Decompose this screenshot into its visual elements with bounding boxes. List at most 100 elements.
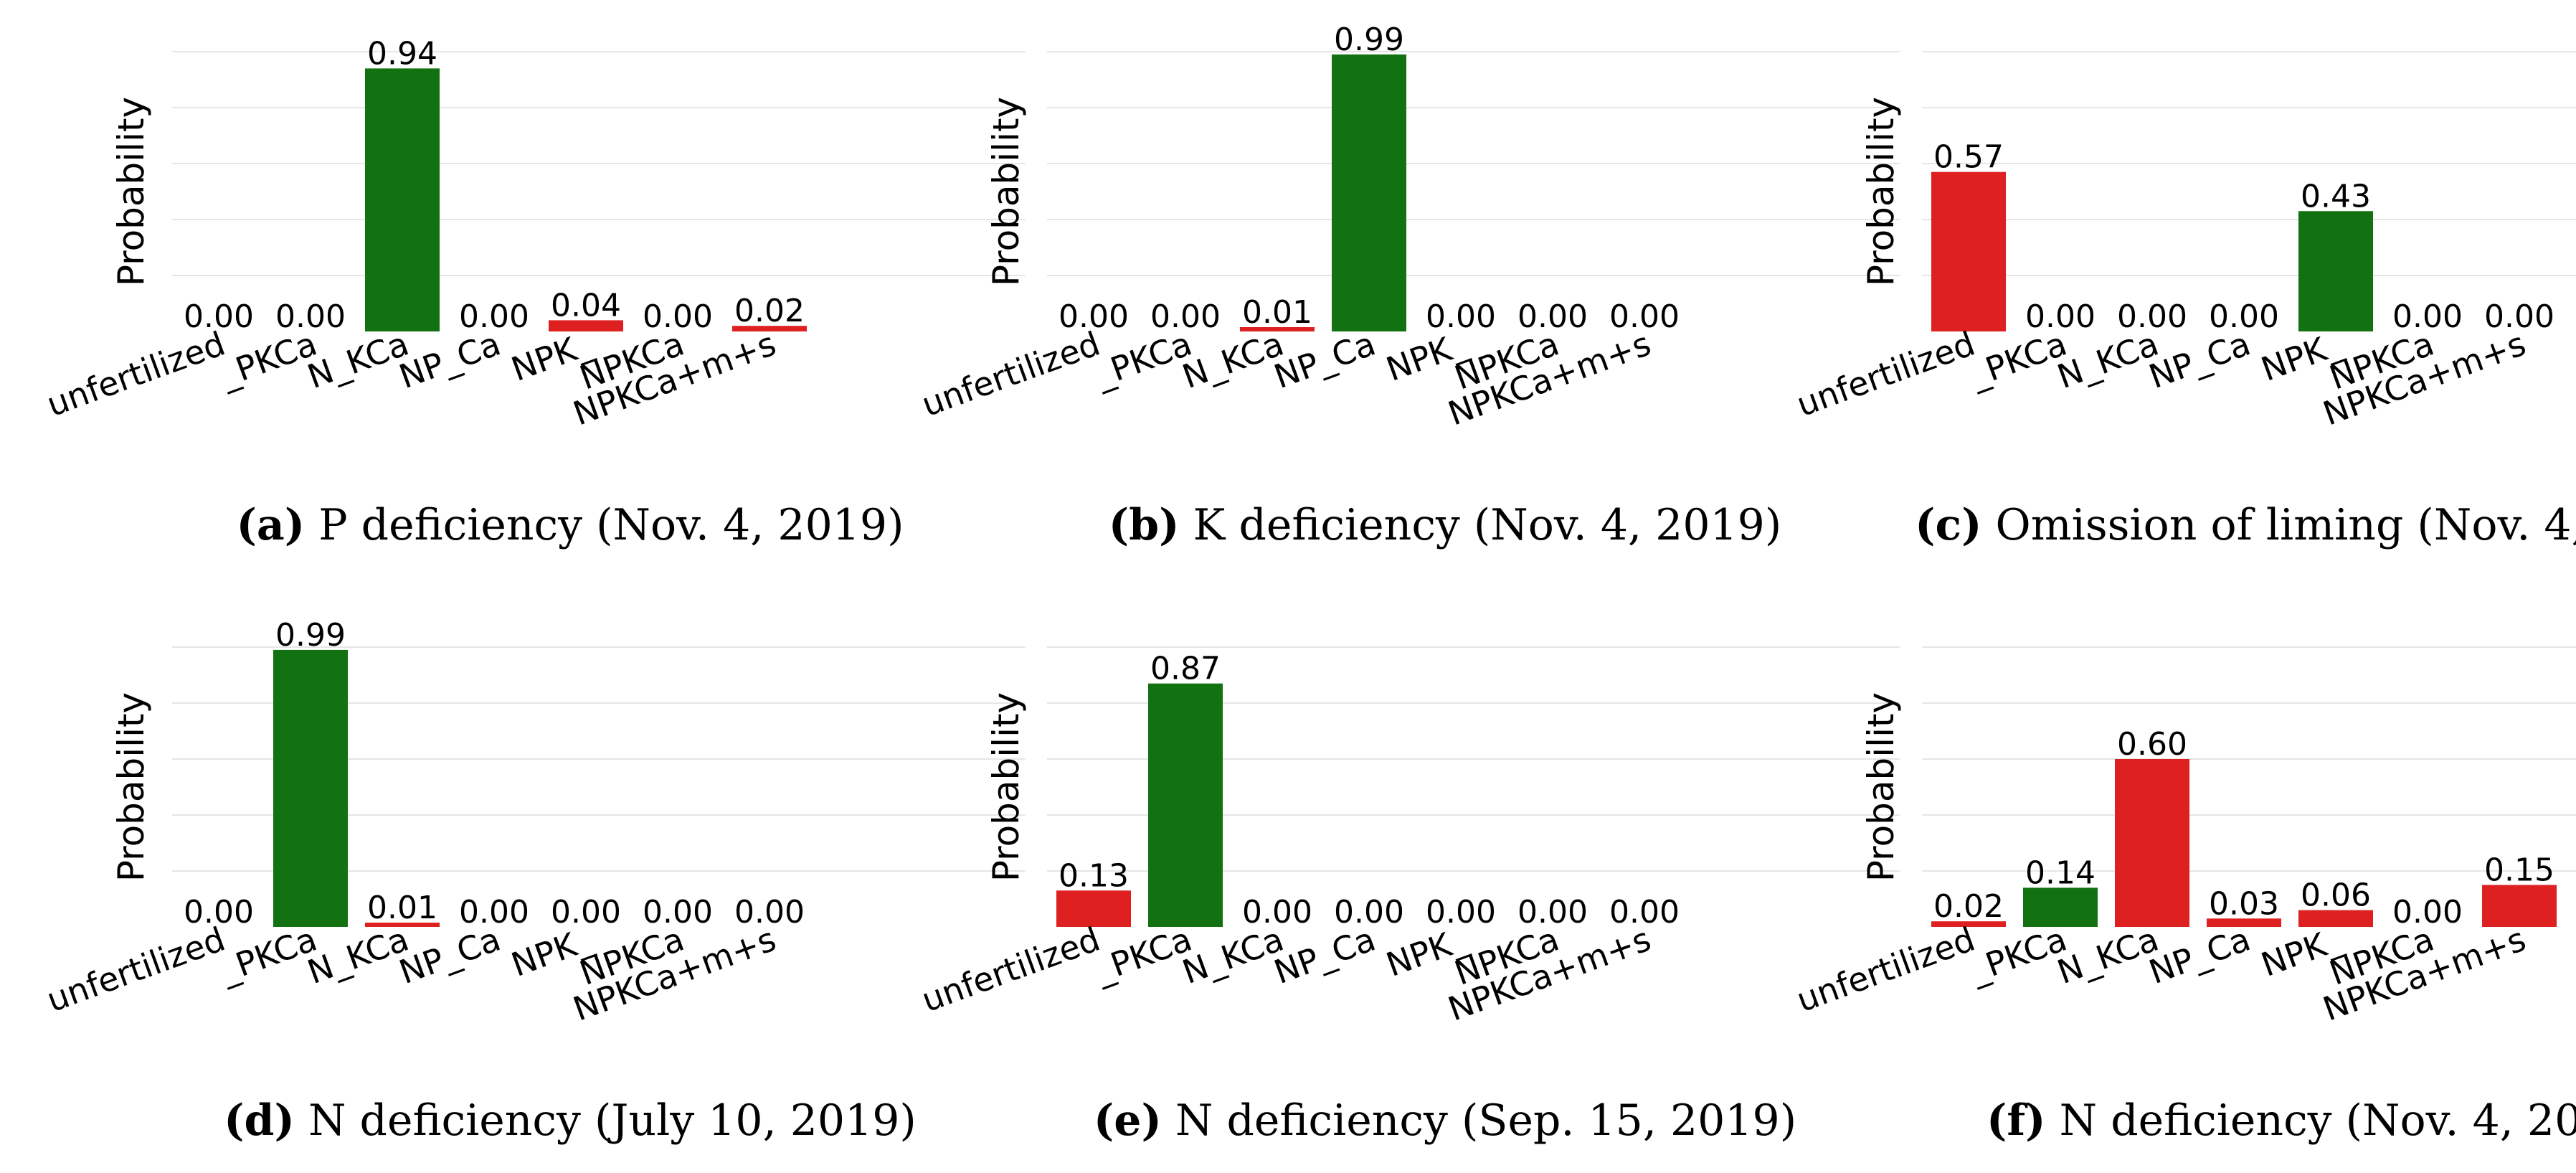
caption-label: (d) — [224, 1096, 295, 1146]
bar-unfertilized — [1931, 921, 2006, 927]
data-label: 0.00 — [2025, 298, 2096, 335]
y-axis-label: Probability — [1860, 692, 1902, 882]
data-label: 0.00 — [643, 894, 713, 931]
data-label: 0.00 — [643, 298, 713, 335]
bar-NPK_ — [2298, 910, 2373, 927]
data-label: 0.00 — [1609, 298, 1680, 335]
x-tick-label: unfertilized — [42, 920, 230, 1020]
bar-N_KCa — [2115, 759, 2189, 927]
chart-caption: (f) N deficiency (Nov. 4, 2019) — [1987, 1096, 2576, 1146]
bar-unfertilized — [1931, 171, 2006, 331]
data-label: 0.01 — [367, 890, 437, 926]
data-label: 0.60 — [2117, 726, 2187, 763]
data-label: 0.87 — [1150, 651, 1221, 687]
bar-NP_Ca — [1332, 54, 1406, 332]
x-tick-label: NP_Ca — [2144, 920, 2255, 991]
data-label: 0.00 — [1517, 298, 1588, 335]
chart-caption: (c) Omission of liming (Nov. 4, 2019) — [1915, 500, 2576, 550]
y-axis-label: Probability — [985, 97, 1027, 286]
caption-title: N deficiency (July 10, 2019) — [295, 1096, 917, 1146]
caption-title: Omission of liming (Nov. 4, 2019) — [1981, 500, 2576, 550]
data-label: 0.14 — [2025, 854, 2096, 891]
data-label: 0.00 — [2209, 298, 2279, 335]
x-tick-label: NP_Ca — [1269, 324, 1381, 396]
chart-panel-c: Probability 0.57 0.00 0.00 0.00 0.43 0.00 0.00 u… — [1791, 51, 2576, 550]
bar-NPK_ — [549, 320, 623, 331]
x-tick-label: NP_Ca — [394, 920, 506, 991]
data-label: 0.02 — [1933, 888, 2004, 925]
data-label: 0.00 — [184, 894, 254, 931]
bar-N_KCa — [365, 68, 440, 332]
data-label: 0.00 — [1334, 894, 1404, 931]
chart-panel-e: Probability 0.13 0.87 0.00 0.00 0.00 0.00 0.00 u… — [917, 646, 1900, 1146]
data-label: 0.43 — [2301, 178, 2371, 215]
caption-title: K deficiency (Nov. 4, 2019) — [1179, 500, 1781, 550]
caption-label: (e) — [1094, 1096, 1162, 1146]
data-label: 0.00 — [2484, 298, 2554, 335]
chart-panel-a: Probability 0.00 0.00 0.94 0.00 0.04 0.00 0.02 u… — [42, 35, 1026, 550]
data-label: 0.57 — [1933, 139, 2004, 176]
y-axis-label: Probability — [110, 692, 152, 882]
data-label: 0.01 — [1242, 294, 1312, 331]
caption-label: (b) — [1109, 500, 1180, 550]
data-label: 0.02 — [734, 293, 805, 329]
data-label: 0.99 — [1334, 22, 1404, 58]
data-label: 0.00 — [1609, 894, 1680, 931]
data-label: 0.00 — [1517, 894, 1588, 931]
x-tick-label: unfertilized — [1791, 920, 1980, 1020]
data-label: 0.13 — [1059, 857, 1129, 894]
data-label: 0.00 — [184, 298, 254, 335]
bar-N_KCa — [1240, 327, 1315, 331]
data-label: 0.00 — [734, 894, 805, 931]
chart-panel-f: Probability 0.02 0.14 0.60 0.03 0.06 0.00 0.15 u… — [1791, 646, 2576, 1146]
data-label: 0.04 — [551, 287, 621, 324]
bar-_PKCa — [1148, 683, 1223, 927]
data-label: 0.99 — [275, 617, 346, 654]
x-tick-label: NP_Ca — [394, 324, 506, 396]
x-tick-label: unfertilized — [42, 324, 230, 425]
data-label: 0.00 — [2392, 894, 2463, 931]
bar-unfertilized — [1056, 890, 1131, 927]
caption-label: (a) — [237, 500, 306, 550]
bar-NPK_ — [2298, 211, 2373, 331]
y-axis-label: Probability — [985, 692, 1027, 882]
x-tick-label: unfertilized — [917, 920, 1105, 1020]
caption-title: N deficiency (Nov. 4, 2019) — [2046, 1096, 2576, 1146]
bar-N_KCa — [365, 923, 440, 927]
data-label: 0.00 — [1242, 894, 1312, 931]
bar-NPKCa+m+s — [2482, 885, 2557, 927]
data-label: 0.00 — [275, 298, 346, 335]
caption-label: (f) — [1987, 1096, 2046, 1146]
data-label: 0.15 — [2484, 852, 2554, 889]
data-label: 0.00 — [1150, 298, 1221, 335]
bar-_PKCa — [2023, 887, 2098, 927]
bar-NPKCa+m+s — [732, 326, 807, 331]
data-label: 0.03 — [2209, 885, 2279, 922]
caption-label: (c) — [1915, 500, 1981, 550]
data-label: 0.00 — [2117, 298, 2187, 335]
data-label: 0.94 — [367, 35, 437, 72]
chart-caption: (a) P deficiency (Nov. 4, 2019) — [237, 500, 904, 550]
data-label: 0.00 — [459, 894, 529, 931]
data-label: 0.00 — [1059, 298, 1129, 335]
bar-_PKCa — [273, 649, 348, 927]
chart-caption: (d) N deficiency (July 10, 2019) — [224, 1096, 917, 1146]
y-axis-label: Probability — [110, 97, 152, 286]
bar-NP_Ca — [2207, 918, 2281, 927]
x-tick-label: unfertilized — [1791, 324, 1980, 425]
data-label: 0.06 — [2301, 877, 2371, 914]
y-axis-label: Probability — [1860, 97, 1902, 286]
caption-title: N deficiency (Sep. 15, 2019) — [1162, 1096, 1796, 1146]
data-label: 0.00 — [2392, 298, 2463, 335]
caption-title: P deficiency (Nov. 4, 2019) — [305, 500, 904, 550]
data-label: 0.00 — [1426, 298, 1496, 335]
data-label: 0.00 — [551, 894, 621, 931]
data-label: 0.00 — [1426, 894, 1496, 931]
x-tick-label: unfertilized — [917, 324, 1105, 425]
chart-caption: (e) N deficiency (Sep. 15, 2019) — [1094, 1096, 1796, 1146]
chart-caption: (b) K deficiency (Nov. 4, 2019) — [1109, 500, 1782, 550]
